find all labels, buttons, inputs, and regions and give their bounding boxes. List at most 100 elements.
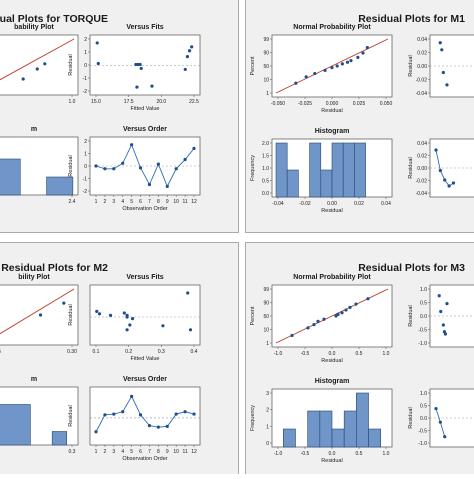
data-point: [312, 323, 315, 326]
panel-title: Residual Plots for M1: [358, 13, 465, 25]
y-tick-label: 10: [263, 328, 269, 334]
y-tick-label: 0.0: [420, 416, 427, 422]
y-tick-label: 1.0: [262, 166, 269, 172]
hist-bar: [0, 405, 30, 446]
data-point: [175, 167, 178, 170]
x-tick-label: 5: [130, 449, 133, 455]
data-point: [366, 297, 369, 300]
y-tick-label: -1.0: [418, 441, 427, 447]
x-tick-label: 3: [112, 199, 115, 205]
y-tick-label: -2: [83, 89, 88, 95]
data-point: [96, 41, 99, 44]
x-tick-label: 6: [139, 199, 142, 205]
data-point: [445, 83, 448, 86]
data-point: [140, 67, 143, 70]
data-point: [125, 315, 128, 318]
y-tick-label: 2.0: [262, 141, 269, 147]
plot-area: [90, 35, 200, 95]
data-point: [316, 320, 319, 323]
data-point: [175, 412, 178, 415]
x-tick-label: 4: [121, 199, 124, 205]
x-tick-label: 12: [191, 449, 197, 455]
data-point: [313, 72, 316, 75]
y-tick-label: -0.04: [416, 91, 428, 97]
data-point: [447, 184, 450, 187]
y-tick-label: 2: [84, 139, 87, 145]
y-tick-label: 1.0: [420, 287, 427, 293]
hist-bar: [310, 143, 321, 197]
chart-title: m: [31, 376, 37, 383]
y-tick-label: -2: [83, 189, 88, 195]
y-tick-label: 1: [266, 91, 269, 97]
data-point: [340, 311, 343, 314]
data-point: [188, 49, 191, 52]
y-tick-label: 0.02: [417, 154, 427, 160]
data-point: [349, 59, 352, 62]
data-point: [43, 62, 46, 65]
y-tick-label: 90: [263, 301, 269, 307]
y-tick-label: -0.04: [416, 191, 428, 197]
data-point: [322, 318, 325, 321]
x-tick-label: 1: [95, 449, 98, 455]
x-tick-label: 0.000: [326, 101, 339, 107]
x-tick-label: 10: [173, 199, 179, 205]
data-point: [183, 410, 186, 413]
data-point: [442, 71, 445, 74]
x-tick-label: 0.3: [69, 449, 76, 455]
hist-bar: [344, 411, 356, 447]
data-point: [39, 313, 42, 316]
data-point: [290, 334, 293, 337]
y-tick-label: 1: [266, 424, 269, 430]
data-point: [139, 63, 142, 66]
data-point: [103, 413, 106, 416]
data-point: [94, 430, 97, 433]
y-tick-label: 3: [266, 391, 269, 397]
panel-title: Residual Plots for M3: [358, 262, 465, 274]
data-point: [324, 69, 327, 72]
hist-bar: [354, 143, 365, 197]
data-point: [131, 317, 134, 320]
data-point: [190, 45, 193, 48]
data-point: [336, 64, 339, 67]
y-tick-label: 50: [263, 314, 269, 320]
y-tick-label: 2: [266, 408, 269, 414]
data-point: [336, 313, 339, 316]
data-point: [443, 178, 446, 181]
data-point: [98, 312, 101, 315]
data-point: [121, 410, 124, 413]
data-point: [354, 303, 357, 306]
data-point: [62, 302, 65, 305]
data-point: [306, 326, 309, 329]
hist-bar: [308, 411, 320, 447]
x-tick-label: 6: [139, 449, 142, 455]
x-axis-label: Fitted Value: [131, 106, 160, 112]
x-tick-label: 11: [182, 449, 187, 455]
data-point: [166, 185, 169, 188]
data-point: [157, 426, 160, 429]
x-tick-label: 3: [112, 449, 115, 455]
data-point: [186, 55, 189, 58]
chart-title: Versus Order: [123, 376, 167, 383]
data-point: [434, 407, 437, 410]
data-point: [121, 162, 124, 165]
y-tick-label: 0.00: [417, 64, 427, 70]
hist-bar: [332, 143, 343, 197]
y-tick-label: 0.02: [417, 51, 427, 57]
data-point: [130, 143, 133, 146]
chart-hist: m0.00.3: [0, 376, 78, 455]
data-point: [125, 328, 128, 331]
y-tick-label: 0.5: [420, 404, 427, 410]
chart-title: Normal Probability Plot: [293, 274, 371, 281]
hist-bar: [52, 432, 67, 446]
x-tick-label: 8: [157, 449, 160, 455]
chart-title: m: [31, 126, 37, 133]
data-point: [444, 332, 447, 335]
x-tick-label: 7: [148, 449, 151, 455]
chart-hist: m1.22.4: [0, 126, 78, 205]
y-tick-label: 0: [84, 164, 87, 170]
